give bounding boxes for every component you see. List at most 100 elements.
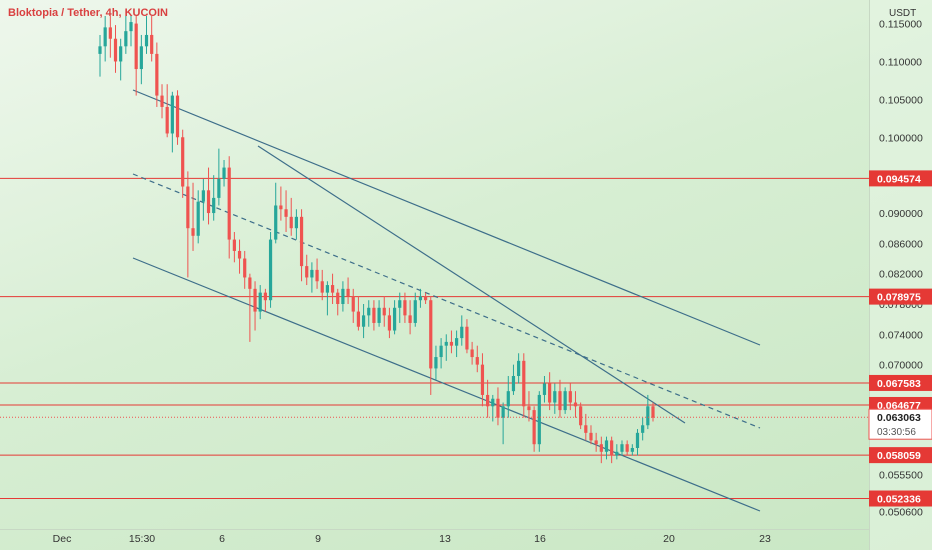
candle-body bbox=[486, 394, 490, 407]
candle-body bbox=[455, 338, 459, 346]
candle-body bbox=[356, 311, 361, 327]
candle-body bbox=[532, 410, 536, 445]
candle-body bbox=[299, 216, 304, 267]
candle-body bbox=[320, 281, 324, 293]
candle-body bbox=[325, 285, 330, 293]
candle-body bbox=[294, 216, 298, 229]
candle-body bbox=[315, 269, 319, 282]
candle-body bbox=[160, 95, 164, 107]
candle-body bbox=[124, 31, 128, 47]
current-price-label: 0.063063 bbox=[877, 412, 921, 424]
candle-body bbox=[212, 197, 216, 214]
candle-body bbox=[429, 300, 433, 369]
candle-body bbox=[351, 296, 355, 312]
candle-body bbox=[517, 360, 521, 376]
candle-body bbox=[341, 288, 345, 304]
y-tick-label: 0.090000 bbox=[879, 208, 923, 220]
symbol-name: Bloktopia / Tether bbox=[8, 7, 100, 19]
current-price-label-bg bbox=[868, 408, 932, 440]
price-level-label: 0.058059 bbox=[877, 450, 921, 462]
candle-body bbox=[418, 296, 423, 301]
candle-body bbox=[579, 406, 583, 426]
candle-body bbox=[191, 228, 195, 236]
price-level-label-bg bbox=[869, 170, 932, 187]
candle-body bbox=[646, 406, 650, 426]
price-level-label-bg bbox=[869, 447, 932, 464]
channel-upper-line bbox=[132, 89, 761, 346]
x-tick-label: 6 bbox=[219, 533, 225, 545]
x-tick-label: 13 bbox=[439, 533, 451, 545]
candle-body bbox=[310, 269, 314, 278]
y-tick-label: 0.105000 bbox=[879, 94, 923, 106]
candle-body bbox=[330, 285, 335, 293]
price-level-label-bg bbox=[869, 490, 932, 507]
y-tick-label: 0.082000 bbox=[879, 269, 923, 281]
candle-body bbox=[610, 440, 614, 456]
x-tick-label: 23 bbox=[759, 533, 771, 545]
candle-body bbox=[408, 315, 412, 323]
y-tick-label: 0.115000 bbox=[879, 19, 922, 31]
candle-body bbox=[589, 432, 593, 441]
candle-body bbox=[439, 345, 443, 358]
candle-body bbox=[150, 34, 154, 54]
candle-body bbox=[470, 349, 474, 358]
candle-body bbox=[625, 444, 629, 452]
candle-body bbox=[372, 307, 376, 323]
candle-body bbox=[501, 406, 505, 418]
x-tick-label: 20 bbox=[663, 533, 675, 545]
candle-body bbox=[449, 341, 454, 346]
y-tick-label: 0.070000 bbox=[879, 360, 923, 372]
candle-body bbox=[594, 440, 598, 445]
candle-body bbox=[346, 288, 350, 297]
candle-body bbox=[434, 357, 438, 369]
candle-body bbox=[651, 406, 655, 418]
candle-body bbox=[253, 288, 257, 312]
symbol-legend: Bloktopia / Tether, 4h, KUCOIN bbox=[8, 7, 168, 19]
candle-body bbox=[382, 307, 386, 316]
candle-body bbox=[413, 300, 417, 323]
candle-body bbox=[243, 258, 247, 278]
y-tick-label: 0.100000 bbox=[879, 132, 923, 144]
candle-body bbox=[336, 292, 340, 304]
candle-body bbox=[367, 307, 371, 316]
y-tick-label: 0.050600 bbox=[879, 507, 923, 519]
candle-body bbox=[279, 205, 283, 210]
candle-body bbox=[144, 34, 149, 47]
candle-body bbox=[527, 406, 531, 411]
candle-body bbox=[444, 341, 448, 346]
candle-body bbox=[398, 300, 402, 308]
candle-body bbox=[604, 440, 609, 452]
candle-body bbox=[155, 53, 159, 96]
candle-body bbox=[258, 292, 262, 312]
candle-body bbox=[227, 167, 231, 240]
candle-body bbox=[553, 391, 557, 403]
candle-body bbox=[573, 402, 578, 407]
candle-body bbox=[423, 296, 428, 301]
candle-body bbox=[511, 376, 516, 392]
candle-body bbox=[620, 444, 624, 452]
time-axis[interactable] bbox=[0, 529, 869, 551]
channel-midline bbox=[132, 173, 761, 429]
channel-lower-line bbox=[132, 257, 761, 512]
candle-body bbox=[268, 239, 273, 301]
candle-body bbox=[170, 95, 174, 134]
x-tick-label: 15:30 bbox=[129, 533, 155, 545]
candle-body bbox=[165, 106, 169, 134]
candle-body bbox=[542, 383, 547, 395]
candle-body bbox=[263, 292, 267, 301]
candle-body bbox=[134, 23, 138, 70]
candle-body bbox=[392, 307, 397, 331]
interval-label: 4h bbox=[105, 7, 119, 19]
candle-body bbox=[108, 27, 112, 39]
y-tick-label: 0.074000 bbox=[879, 329, 923, 341]
price-level-label: 0.078975 bbox=[877, 292, 921, 304]
candle-body bbox=[480, 364, 485, 395]
candle-body bbox=[377, 307, 381, 323]
candle-body bbox=[506, 391, 510, 407]
candle-body bbox=[491, 398, 495, 407]
y-tick-label: 0.055500 bbox=[879, 470, 923, 482]
x-tick-label: 9 bbox=[315, 533, 321, 545]
x-tick-label: 16 bbox=[534, 533, 546, 545]
